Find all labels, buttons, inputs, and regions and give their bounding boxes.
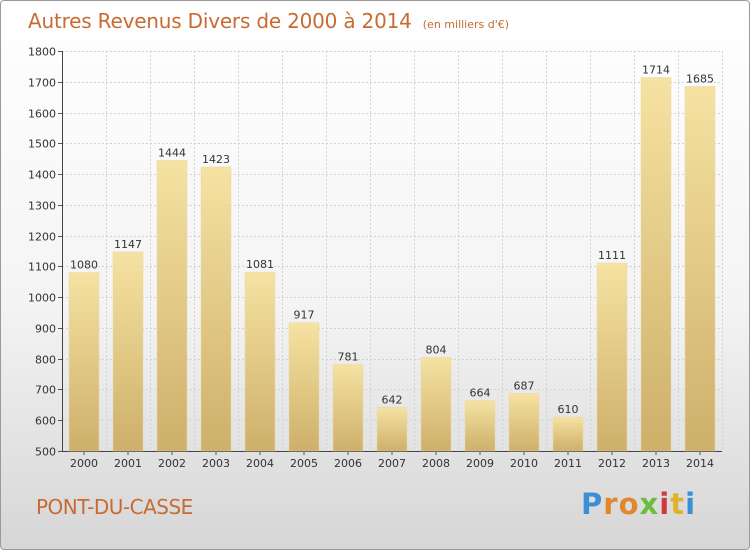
x-tick-label: 2011 <box>554 457 582 470</box>
bar-value-label: 687 <box>514 380 535 393</box>
y-tick-label: 500 <box>35 446 56 459</box>
bar-value-label: 1685 <box>686 72 714 85</box>
labels: 1080 2000 1147 2001 1444 2002 1423 2003 1081 2004… <box>70 64 714 471</box>
y-tick-label: 1100 <box>28 261 56 274</box>
bar-value-label: 781 <box>338 351 359 364</box>
bar <box>684 86 716 452</box>
bar-value-label: 1423 <box>202 153 230 166</box>
y-tick-label: 1500 <box>28 138 56 151</box>
chart-subtitle: (en milliers d'€) <box>422 18 510 31</box>
bar <box>200 166 232 452</box>
bars <box>68 77 716 452</box>
y-tick-label: 1300 <box>28 200 56 213</box>
y-tick-label: 900 <box>35 323 56 336</box>
commune-name: PONT-DU-CASSE <box>36 495 193 519</box>
y-tick-label: 1700 <box>28 77 56 90</box>
logo-letter: t <box>670 487 686 521</box>
chart-title: Autres Revenus Divers de 2000 à 2014 <box>28 9 412 33</box>
bar <box>244 271 276 452</box>
bar-value-label: 1714 <box>642 64 670 77</box>
bar-value-label: 664 <box>470 387 491 400</box>
x-tick-label: 2003 <box>202 457 230 470</box>
y-tick-label: 600 <box>35 415 56 428</box>
logo-letter: x <box>639 487 660 521</box>
logo-letter: i <box>659 487 671 521</box>
bar-value-label: 917 <box>294 309 315 322</box>
x-tick-label: 2009 <box>466 457 494 470</box>
y-tick-label: 1600 <box>28 108 56 121</box>
axes: 500 600 700 800 900 1000 1100 1200 1300 1400 1500 1… <box>28 46 722 459</box>
proxiti-logo[interactable]: Proxiti <box>581 487 696 521</box>
x-tick-label: 2012 <box>598 457 626 470</box>
bar <box>112 251 144 452</box>
title-row: Autres Revenus Divers de 2000 à 2014 (en… <box>28 9 509 33</box>
y-tick-label: 800 <box>35 354 56 367</box>
x-tick-label: 2004 <box>246 457 274 470</box>
bar <box>464 400 496 452</box>
bar <box>332 364 364 452</box>
y-tick-label: 1400 <box>28 169 56 182</box>
y-tick-label: 700 <box>35 384 56 397</box>
bar <box>640 77 672 452</box>
logo-letter: o <box>618 487 640 521</box>
bar-value-label: 1080 <box>70 259 98 272</box>
bar-value-label: 1147 <box>114 238 142 251</box>
logo-letter: P <box>581 487 604 521</box>
bar <box>420 357 452 452</box>
x-tick-label: 2014 <box>686 457 714 470</box>
x-tick-label: 2013 <box>642 457 670 470</box>
bar <box>156 160 188 452</box>
bar <box>68 272 100 452</box>
x-tick-label: 2008 <box>422 457 450 470</box>
x-tick-label: 2005 <box>290 457 318 470</box>
x-tick-label: 2002 <box>158 457 186 470</box>
bar-value-label: 610 <box>558 403 579 416</box>
x-tick-label: 2001 <box>114 457 142 470</box>
logo-letter: i <box>685 487 697 521</box>
bar <box>288 322 320 452</box>
bar-value-label: 1444 <box>158 147 186 160</box>
x-tick-label: 2006 <box>334 457 362 470</box>
logo-letter: r <box>603 487 619 521</box>
bar <box>508 393 540 452</box>
bar-value-label: 1111 <box>598 249 626 262</box>
y-tick-label: 1000 <box>28 292 56 305</box>
y-tick-label: 1800 <box>28 46 56 59</box>
bar <box>376 407 408 452</box>
x-tick-label: 2007 <box>378 457 406 470</box>
bar-value-label: 804 <box>426 344 447 357</box>
bar <box>552 416 584 452</box>
bar <box>596 262 628 452</box>
y-tick-label: 1200 <box>28 231 56 244</box>
x-tick-label: 2000 <box>70 457 98 470</box>
bar-value-label: 1081 <box>246 258 274 271</box>
x-tick-label: 2010 <box>510 457 538 470</box>
bar-value-label: 642 <box>382 393 403 406</box>
